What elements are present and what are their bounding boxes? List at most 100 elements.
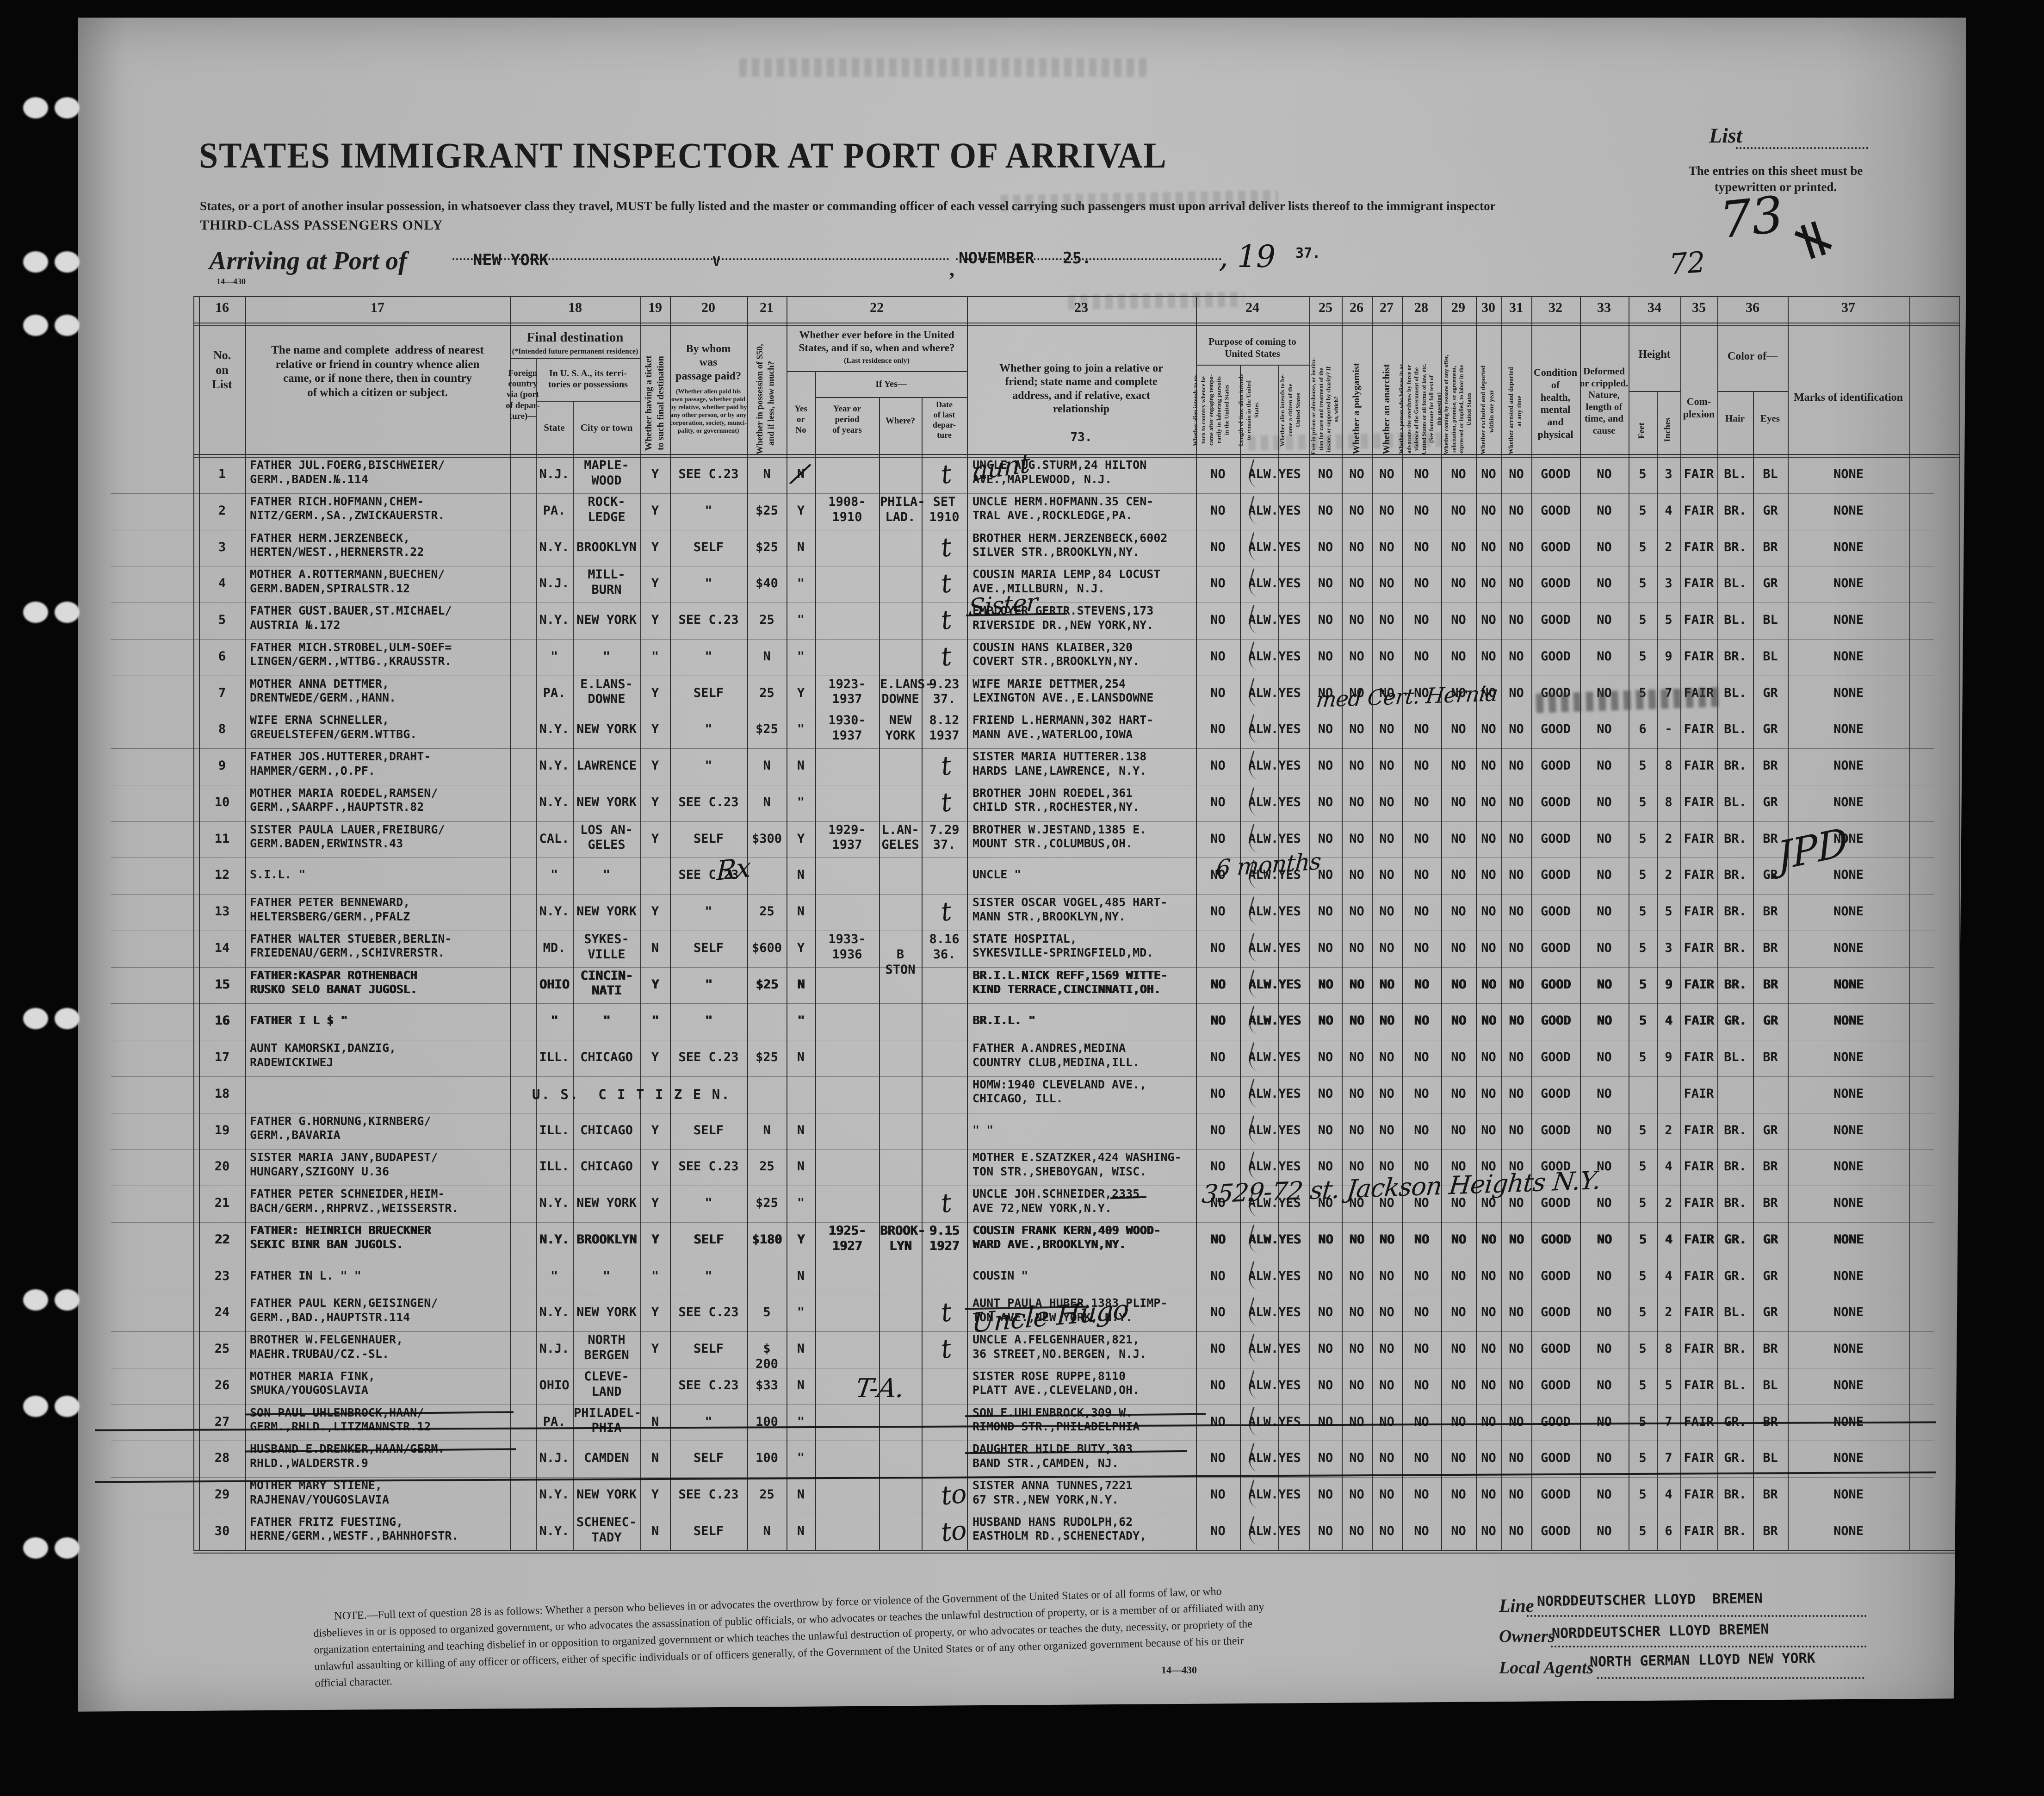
grid-line	[193, 1550, 1959, 1551]
cell-p24bc: ALW.YES	[1248, 1123, 1301, 1137]
table-header-c22_yn: Yes or No	[794, 404, 807, 435]
cell-amt: $180	[751, 1232, 782, 1247]
cell-health: GOOD	[1540, 722, 1571, 737]
cell-city: "	[602, 649, 611, 664]
cell-q25: NO	[1318, 649, 1333, 664]
cell-marks: NONE	[1833, 831, 1864, 846]
cell-eyes: GR	[1763, 576, 1778, 591]
cell-def: NO	[1597, 1487, 1612, 1502]
cell-health: GOOD	[1540, 1451, 1571, 1466]
cell-q31: NO	[1509, 977, 1524, 992]
cell-yr: 1908- 1910	[828, 494, 866, 524]
cell-def: NO	[1597, 1451, 1612, 1466]
table-header-c24_title: Purpose of coming to United States	[1208, 336, 1296, 359]
cell-health: GOOD	[1540, 576, 1571, 591]
cell-comp: FAIR	[1684, 1487, 1714, 1502]
column-number: 34	[1648, 300, 1661, 315]
cell-ft: 5	[1639, 503, 1647, 518]
cell-def: NO	[1597, 1342, 1612, 1356]
cell-hair: BR.	[1724, 1523, 1747, 1538]
row-rule	[111, 1149, 1934, 1150]
punch-hole	[55, 315, 80, 336]
cell-n: 8	[218, 722, 226, 737]
cell-q27: NO	[1379, 758, 1394, 773]
cell-dep: 9.23 37.	[929, 677, 960, 707]
cell-n: 24	[214, 1305, 230, 1320]
cell-hair: BL.	[1724, 1378, 1747, 1392]
tally-mark: ≠	[1777, 207, 1852, 272]
cell-marks: NONE	[1833, 758, 1864, 773]
cell-ft: 5	[1639, 868, 1647, 882]
cell-q28: NO	[1414, 1268, 1429, 1283]
cell-ft: 5	[1639, 1013, 1647, 1028]
cell-q26: NO	[1349, 685, 1364, 700]
cell-hair: BR.	[1724, 1123, 1747, 1137]
grid-line	[1342, 296, 1343, 1550]
cell-ft: 5	[1639, 1196, 1647, 1210]
punch-hole	[23, 315, 48, 336]
cell-comp: FAIR	[1684, 758, 1714, 773]
cell-tk: Y	[651, 467, 659, 481]
cell-city: NEW YORK	[576, 904, 637, 919]
cell-ft: 5	[1639, 977, 1647, 992]
grid-line	[787, 371, 967, 372]
cell-paid: SELF	[693, 685, 724, 700]
cell-p24bc: ALW.YES	[1248, 649, 1301, 664]
cell-st: N.J.	[539, 576, 570, 591]
cell-paid: SEE C.23	[678, 868, 739, 882]
cell-inch: 4	[1665, 1159, 1672, 1174]
cell-st: "	[550, 1013, 558, 1028]
cell-st: ILL.	[539, 1159, 570, 1174]
table-header-c18_state: State	[544, 422, 565, 433]
cell-marks: NONE	[1833, 1196, 1864, 1210]
cell-q29: NO	[1451, 1159, 1466, 1174]
year-typed: 37.	[1295, 245, 1321, 261]
cell-st: N.Y.	[539, 1232, 570, 1247]
cell-q28: NO	[1414, 1305, 1429, 1320]
cell-health: GOOD	[1540, 503, 1571, 518]
cell-q27: NO	[1379, 868, 1394, 882]
cell-health: GOOD	[1540, 1378, 1571, 1392]
cell-rel: FATHER RICH.HOFMANN,CHEM- NITZ/GERM.,SA.…	[250, 494, 445, 522]
cell-q31: NO	[1509, 1451, 1524, 1466]
cell-paid: "	[705, 904, 712, 919]
cell-q29: NO	[1451, 940, 1466, 955]
cell-q27: NO	[1379, 613, 1394, 627]
cell-tk: Y	[651, 1487, 659, 1502]
cell-q26: NO	[1349, 1013, 1364, 1028]
cell-city: NEW YORK	[576, 795, 637, 809]
cell-eyes: BL	[1763, 1451, 1778, 1466]
local-agents-value: NORTH GERMAN LLOYD NEW YORK	[1589, 1650, 1815, 1671]
cell-q28: NO	[1414, 977, 1429, 992]
cell-def: NO	[1597, 540, 1612, 554]
grid-line	[1717, 391, 1788, 392]
cell-comp: FAIR	[1684, 1305, 1714, 1320]
cell-city: NEW YORK	[576, 1305, 637, 1320]
cell-q26: NO	[1349, 1050, 1364, 1064]
cell-yn: "	[797, 649, 805, 664]
cell-comp: FAIR	[1684, 977, 1714, 992]
cell-rel: FATHER IN L. " "	[250, 1268, 361, 1282]
cell-hair: BR.	[1724, 977, 1747, 992]
cell-paid: SELF	[693, 1123, 724, 1137]
cell-paid: "	[705, 722, 712, 737]
cell-inch: 2	[1665, 1123, 1672, 1137]
cell-st: "	[550, 649, 558, 664]
cell-q27: NO	[1379, 1414, 1394, 1429]
cell-inch: 4	[1665, 503, 1672, 518]
cell-comp: FAIR	[1684, 722, 1714, 737]
cell-eyes: BR	[1763, 940, 1778, 955]
cell-city: LAWRENCE	[576, 758, 637, 773]
cell-inch: 4	[1665, 1268, 1672, 1283]
cell-n: 26	[214, 1378, 230, 1392]
list-label: List	[1709, 124, 1742, 147]
cell-yn: N	[797, 1159, 805, 1174]
cell-q26: NO	[1349, 1414, 1364, 1429]
cell-rel: SISTER PAULA LAUER,FREIBURG/ GERM.BADEN,…	[250, 822, 445, 851]
table-header-c22_title: Whether ever before in the United States…	[799, 329, 955, 354]
cell-comp: FAIR	[1684, 1342, 1714, 1356]
grid-line	[879, 397, 880, 1550]
cell-inch: 8	[1665, 795, 1672, 809]
cell-hair: BR.	[1724, 1159, 1747, 1174]
cell-join: FRIEND L.HERMANN,302 HART- MANN AVE.,WAT…	[972, 713, 1154, 741]
